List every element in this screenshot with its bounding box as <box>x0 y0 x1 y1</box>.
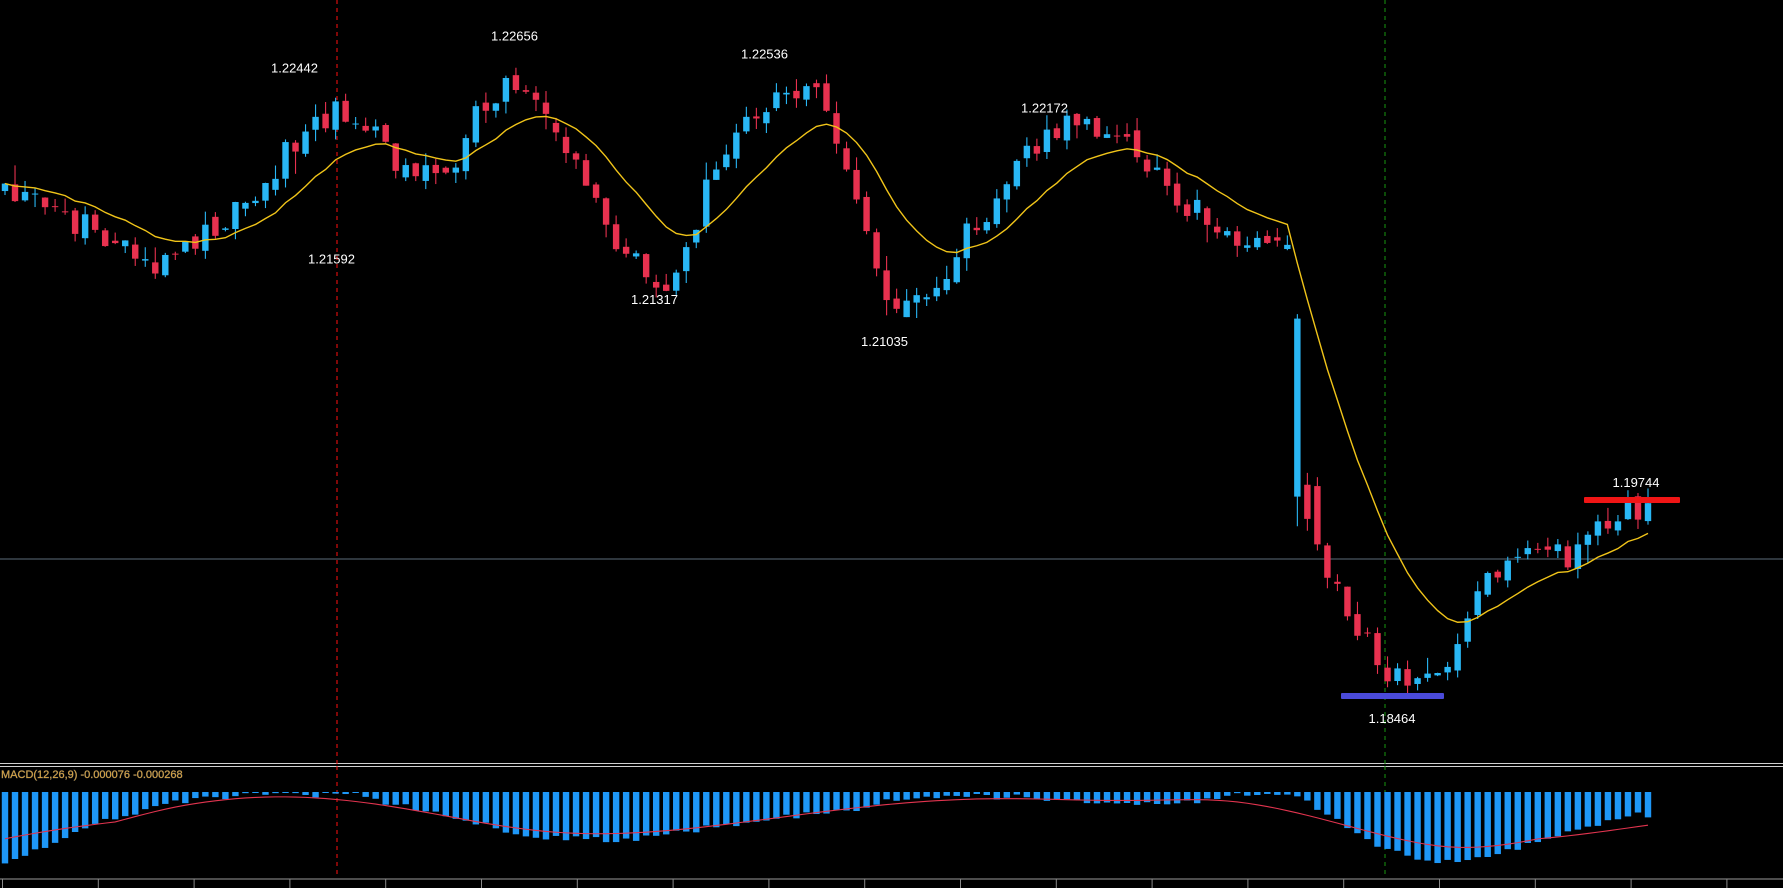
svg-text:1.18464: 1.18464 <box>1369 711 1416 726</box>
svg-text:1.22656: 1.22656 <box>491 29 538 44</box>
svg-text:1.22536: 1.22536 <box>741 46 788 61</box>
svg-text:1.21592: 1.21592 <box>308 251 355 266</box>
svg-text:1.22172: 1.22172 <box>1021 100 1068 115</box>
svg-text:1.22442: 1.22442 <box>271 60 318 75</box>
svg-text:1.21035: 1.21035 <box>861 334 908 349</box>
svg-text:1.21317: 1.21317 <box>631 292 678 307</box>
svg-text:MACD(12,26,9) -0.000076 -0.000: MACD(12,26,9) -0.000076 -0.000268 <box>1 769 183 781</box>
svg-text:1.19744: 1.19744 <box>1613 475 1660 490</box>
